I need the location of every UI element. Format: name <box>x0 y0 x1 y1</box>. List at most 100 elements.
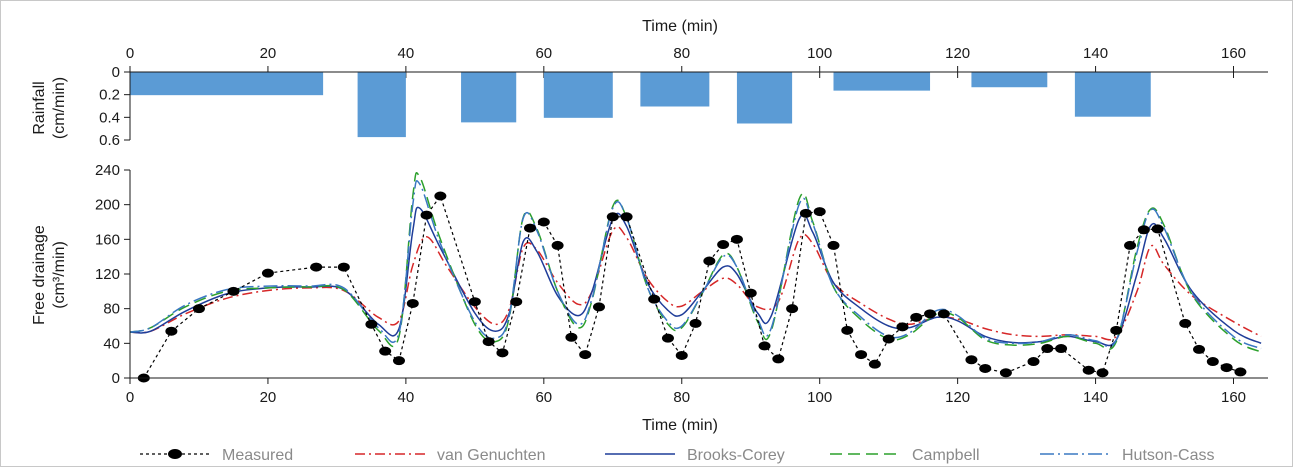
rainfall-ytick-label: 0.6 <box>99 132 120 149</box>
drainage-ylabel-line2: (cm³/min) <box>51 241 68 309</box>
series-line-campbell <box>129 172 1262 353</box>
rainfall-bars <box>130 72 1151 138</box>
legend-marker <box>168 449 182 459</box>
bottom-xtick-label: 40 <box>398 389 415 406</box>
drainage-ytick-label: 40 <box>103 335 120 352</box>
measured-point <box>910 312 923 322</box>
measured-point <box>841 325 854 335</box>
measured-point <box>620 212 633 222</box>
measured-point <box>1151 224 1164 234</box>
drainage-ytick-label: 120 <box>95 266 120 283</box>
measured-point <box>730 234 743 244</box>
measured-point <box>1055 344 1068 354</box>
measured-point <box>1096 368 1109 378</box>
rainfall-ylabel-line1: Rainfall <box>31 81 48 134</box>
bottom-xtick-label: 0 <box>126 389 134 406</box>
measured-point <box>1041 344 1054 354</box>
measured-point <box>689 318 702 328</box>
drainage-ylabel-line1: Free drainage <box>31 225 48 325</box>
rainfall-bar <box>971 72 1048 88</box>
bottom-xtick-label: 120 <box>945 389 970 406</box>
measured-point <box>537 217 550 227</box>
top-xticks: 0 20 40 60 80 100 120 140 160 <box>126 45 1246 78</box>
measured-point <box>482 337 495 347</box>
measured-point <box>1027 357 1040 367</box>
measured-point <box>979 363 992 373</box>
measured-point <box>337 262 350 272</box>
measured-point <box>261 268 274 278</box>
series-line-hutson-cass <box>129 180 1262 350</box>
measured-point <box>579 350 592 360</box>
measured-point <box>192 304 205 314</box>
measured-point <box>661 333 674 343</box>
rainfall-ytick-label: 0 <box>112 64 120 81</box>
rainfall-bar <box>543 72 613 118</box>
bottom-xtick-label: 60 <box>535 389 552 406</box>
measured-point <box>675 350 688 360</box>
measured-point <box>592 302 605 312</box>
measured-point <box>799 208 812 218</box>
measured-point <box>1082 365 1095 375</box>
measured-point <box>510 297 523 307</box>
top-xtick-label: 100 <box>807 45 832 62</box>
drainage-ytick-label: 0 <box>112 370 120 387</box>
drainage-yticks: 0 40 80 120 160 200 240 <box>95 162 130 387</box>
measured-point <box>937 309 950 319</box>
measured-point <box>882 334 895 344</box>
legend-item-measured: Measured <box>140 447 293 464</box>
measured-point <box>365 319 378 329</box>
measured-point <box>1193 344 1206 354</box>
bottom-xticks: 0 20 40 60 80 100 120 140 160 <box>126 378 1246 406</box>
measured-point <box>310 262 323 272</box>
measured-point <box>896 322 909 332</box>
measured-point <box>813 207 826 217</box>
measured-point <box>772 354 785 364</box>
top-xtick-label: 40 <box>398 45 415 62</box>
measured-point <box>496 348 509 358</box>
measured-point <box>827 240 840 250</box>
measured-point <box>868 359 881 369</box>
rainfall-bar <box>736 72 793 124</box>
measured-point <box>965 355 978 365</box>
legend: Measured van Genuchten Brooks-Corey Campbel… <box>140 447 1214 464</box>
top-xtick-label: 120 <box>945 45 970 62</box>
legend-item-brooks-corey: Brooks-Corey <box>605 447 785 464</box>
bottom-xtick-label: 160 <box>1221 389 1246 406</box>
rainfall-bar <box>1074 72 1151 117</box>
measured-point <box>420 210 433 220</box>
measured-point <box>999 368 1012 378</box>
measured-point <box>1234 367 1247 377</box>
rainfall-bar <box>833 72 931 91</box>
rainfall-panel: Time (min) Rainfall (cm/min) 0 20 40 60 80 10… <box>31 18 1268 149</box>
measured-point <box>717 240 730 250</box>
drainage-ytick-label: 160 <box>95 231 120 248</box>
measured-point <box>758 341 771 351</box>
measured-point <box>551 240 564 250</box>
top-xtick-label: 60 <box>535 45 552 62</box>
bottom-xtick-label: 20 <box>260 389 277 406</box>
measured-point <box>392 356 405 366</box>
legend-label: Brooks-Corey <box>687 447 785 464</box>
rainfall-ytick-label: 0.2 <box>99 87 120 104</box>
drainage-ytick-label: 80 <box>103 301 120 318</box>
measured-point <box>406 298 419 308</box>
measured-point <box>648 294 661 304</box>
measured-point <box>1179 318 1192 328</box>
measured-point <box>468 297 481 307</box>
bottom-xtick-label: 140 <box>1083 389 1108 406</box>
measured-point <box>786 304 799 314</box>
measured-point <box>524 223 537 233</box>
top-xtick-label: 0 <box>126 45 134 62</box>
top-xlabel: Time (min) <box>642 18 718 35</box>
measured-point <box>379 346 392 356</box>
drainage-ytick-label: 240 <box>95 162 120 179</box>
top-xtick-label: 160 <box>1221 45 1246 62</box>
rainfall-bar <box>130 72 324 96</box>
measured-point <box>227 286 240 296</box>
rainfall-ytick-label: 0.4 <box>99 109 120 126</box>
measured-point <box>703 256 716 266</box>
drainage-ytick-label: 200 <box>95 197 120 214</box>
rainfall-bar <box>640 72 710 107</box>
